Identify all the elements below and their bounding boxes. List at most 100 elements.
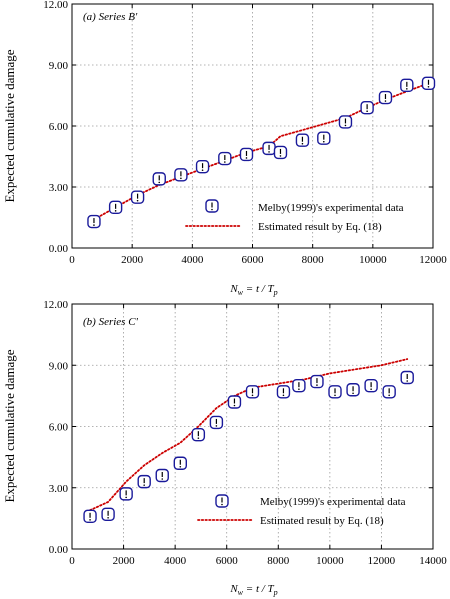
data-point [295, 133, 310, 147]
data-point [328, 385, 342, 399]
legend-label-estimated: Estimated result by Eq. (18) [258, 221, 382, 233]
legend-label-experimental: Melby(1999)'s experimental data [258, 202, 404, 214]
x-tick-label: 10000 [359, 254, 387, 266]
marker-dot [211, 208, 213, 211]
x-axis-label-rest: = t / T [243, 583, 275, 595]
x-tick-label: 2000 [121, 254, 144, 266]
marker-dot [125, 496, 127, 499]
marker-dot [161, 478, 164, 480]
y-tick-label: 9.00 [49, 360, 69, 372]
data-point [346, 383, 360, 397]
x-tick-label: 0 [69, 254, 75, 266]
data-point [108, 200, 123, 215]
data-point [245, 385, 260, 399]
y-tick-label: 12.00 [43, 299, 68, 311]
marker-dot [143, 484, 145, 486]
y-tick-label: 0.00 [49, 544, 69, 556]
marker-dot [180, 177, 182, 180]
marker-dot [388, 394, 390, 397]
data-point [317, 131, 331, 145]
data-point [292, 378, 306, 393]
marker-dot [251, 394, 254, 397]
marker-dot [322, 140, 325, 143]
x-axis-label: Nw = t / Tp [229, 583, 277, 597]
marker-dot [352, 392, 354, 395]
marker-dot [282, 394, 285, 397]
x-axis-label: Nw = t / Tp [229, 283, 277, 297]
marker-dot [179, 465, 182, 468]
marker-dot [268, 151, 270, 153]
y-axis-label: Expected cumulative damage [2, 49, 17, 202]
x-tick-label: 12000 [419, 254, 447, 266]
x-axis-label-sub: w [238, 288, 244, 297]
marker-dot [344, 124, 347, 127]
x-tick-label: 0 [69, 555, 75, 567]
data-point [87, 214, 101, 229]
panel-label: (b) Series C' [83, 316, 139, 328]
marker-dot [197, 437, 200, 439]
x-axis-label-sub2: p [273, 588, 278, 597]
data-point [155, 468, 169, 483]
marker-dot [224, 161, 226, 163]
legend: Melby(1999)'s experimental data Estimated… [185, 199, 404, 233]
data-point [239, 147, 254, 162]
x-tick-label: 8000 [267, 555, 290, 567]
marker-dot [89, 519, 91, 521]
chart-panel-b: 0 2000 4000 6000 8000 10000 12000 14000 0.00 3.00… [2, 299, 447, 597]
data-point [400, 370, 414, 385]
marker-dot [370, 388, 372, 390]
data-point [400, 78, 414, 93]
data-point [191, 427, 206, 442]
y-tick-label: 6.00 [49, 121, 69, 133]
marker-dot [301, 142, 304, 145]
marker-dot [136, 199, 139, 202]
x-tick-label: 6000 [216, 555, 239, 567]
marker-dot [158, 181, 161, 184]
y-tick-label: 3.00 [49, 182, 69, 194]
data-point [101, 507, 115, 521]
data-point [364, 378, 378, 393]
marker-dot [384, 100, 387, 102]
marker-dot [298, 388, 300, 390]
y-axis-label: Expected cumulative damage [2, 349, 17, 502]
data-point [137, 474, 151, 489]
marker-dot [245, 157, 248, 159]
marker-dot [406, 380, 409, 382]
data-point [378, 90, 393, 105]
marker-dot [215, 425, 218, 427]
marker-dot [221, 503, 223, 506]
data-point [83, 509, 97, 524]
x-tick-label: 14000 [419, 555, 447, 567]
marker-dot [427, 86, 430, 88]
x-axis-label-rest: = t / T [243, 283, 275, 295]
data-point [310, 374, 324, 389]
x-tick-label: 10000 [316, 555, 344, 567]
y-tick-label: 0.00 [49, 243, 69, 255]
x-tick-label: 2000 [113, 555, 136, 567]
data-point [227, 395, 242, 409]
marker-dot [279, 155, 282, 157]
data-point [130, 190, 145, 204]
data-point [218, 151, 232, 166]
marker-dot [233, 404, 236, 407]
marker-dot [334, 394, 336, 397]
x-tick-label: 4000 [181, 254, 204, 266]
y-tick-label: 9.00 [49, 60, 69, 72]
data-point [360, 100, 374, 115]
y-tick-label: 12.00 [43, 0, 68, 11]
marker-dot [114, 210, 117, 212]
legend-marker [215, 494, 229, 508]
y-tick-label: 3.00 [49, 483, 69, 495]
data-point [195, 159, 210, 174]
data-point [174, 168, 188, 182]
estimated-line [89, 358, 409, 512]
data-point [382, 385, 396, 399]
data-point [209, 415, 224, 430]
legend: Melby(1999)'s experimental data Estimated… [197, 494, 406, 527]
y-tick-label: 6.00 [49, 422, 69, 434]
x-tick-label: 4000 [164, 555, 187, 567]
x-tick-label: 12000 [368, 555, 396, 567]
data-point [152, 172, 166, 186]
data-point [276, 385, 291, 399]
